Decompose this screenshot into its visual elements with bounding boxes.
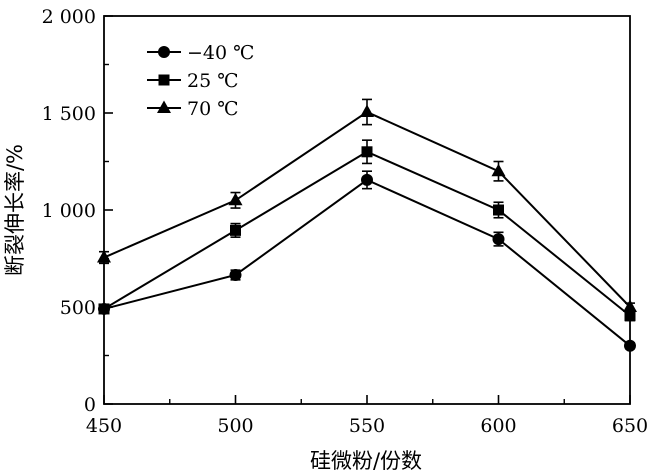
x-tick-label: 450	[86, 415, 122, 437]
data-point	[230, 224, 241, 236]
data-point	[623, 299, 637, 312]
data-point	[98, 303, 110, 315]
data-point	[624, 310, 636, 322]
y-tick-label: 500	[60, 297, 96, 319]
data-point	[493, 204, 504, 216]
y-tick-label: 1 000	[42, 200, 96, 222]
series-square	[98, 139, 636, 322]
series-layer	[97, 98, 637, 352]
legend-marker	[158, 74, 170, 86]
data-point	[361, 173, 373, 186]
legend: −40 ℃ 25 ℃ 70 ℃	[147, 42, 254, 120]
legend-label: 70 ℃	[187, 98, 238, 120]
series-triangle	[97, 98, 637, 312]
series-circle	[98, 170, 636, 352]
data-point	[229, 268, 242, 281]
legend-marker	[157, 100, 171, 113]
legend-label: 25 ℃	[187, 70, 238, 92]
y-tick-label: 2 000	[42, 6, 96, 28]
plot-frame	[103, 15, 631, 405]
data-point	[228, 192, 243, 206]
y-tick-label: 0	[84, 394, 96, 416]
legend-label: −40 ℃	[187, 42, 254, 64]
legend-marker	[158, 46, 170, 58]
data-point	[97, 250, 111, 263]
x-axis-title: 硅微粉/份数	[310, 449, 422, 473]
y-tick-label: 1 500	[42, 103, 96, 125]
x-tick-label: 550	[349, 415, 385, 437]
data-point	[361, 146, 373, 158]
y-axis-title: 断裂伸长率/%	[3, 144, 27, 276]
x-tick-label: 500	[217, 415, 253, 437]
data-point	[492, 233, 505, 246]
axes: 0 500 1 000 1 500 2 000 450 500 550 600 650	[42, 6, 649, 437]
x-tick-label: 650	[612, 415, 648, 437]
data-point	[491, 163, 506, 177]
x-tick-label: 600	[480, 415, 516, 437]
data-point	[360, 104, 374, 118]
data-point	[624, 339, 636, 352]
